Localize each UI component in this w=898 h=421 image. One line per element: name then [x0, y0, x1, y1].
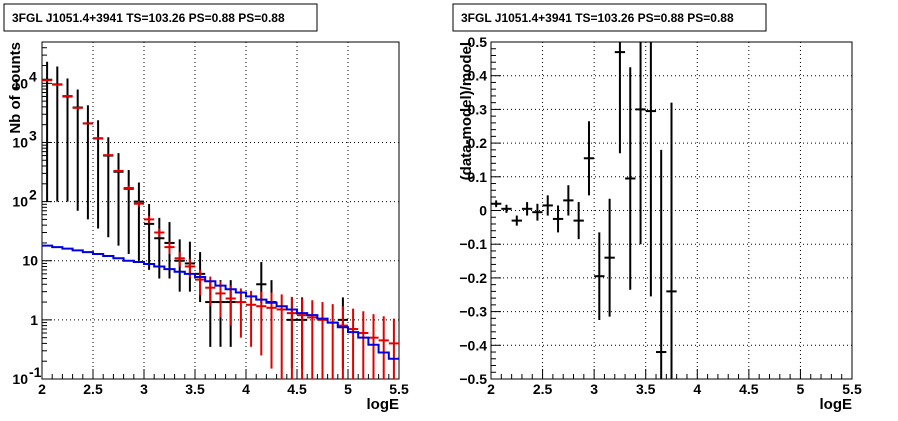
x-tick-label: 2	[487, 381, 495, 397]
x-tick-label: 3.5	[185, 381, 205, 397]
residual-title-box	[452, 3, 767, 32]
counts-y-axis-label: Nb of counts	[7, 42, 24, 134]
residual-y-axis-label: (data-model)/model	[458, 42, 475, 180]
x-tick-label: 2.5	[83, 381, 103, 397]
y-tick-label: −0.2	[459, 270, 487, 286]
y-tick-exponent: -1	[29, 364, 42, 380]
residual-ticks	[490, 41, 853, 380]
y-tick-label: 0.4	[468, 68, 488, 84]
y-tick-label: 0.1	[468, 169, 488, 185]
counts-marks	[42, 61, 399, 379]
x-tick-label: 3	[590, 381, 598, 397]
residual-x-axis-label: logE	[820, 396, 853, 413]
x-tick-label: 5.5	[389, 381, 409, 397]
x-tick-label: 4.5	[287, 381, 307, 397]
x-tick-label: 3	[140, 381, 148, 397]
residual-title: 3FGL J1051.4+3941 TS=103.26 PS=0.88 PS=0…	[461, 11, 734, 25]
y-tick-label: −0.5	[459, 371, 487, 387]
y-tick-label: 10	[12, 371, 28, 387]
x-tick-label: 5.5	[842, 381, 862, 397]
residual-tick-labels: 2 2.5 3 3.5 4 4.5 5 5.5 −0.5 −0.4 −0.3 −0.2 −0.1 0 0.1…	[459, 34, 862, 397]
x-tick-label: 2	[38, 381, 46, 397]
x-tick-label: 3.5	[636, 381, 656, 397]
y-tick-label: −0.3	[459, 304, 487, 320]
x-tick-label: 2.5	[533, 381, 553, 397]
x-tick-label: 4.5	[739, 381, 759, 397]
y-tick-label: 10	[22, 253, 38, 269]
y-tick-label: 10	[12, 194, 28, 210]
y-tick-label: 10	[12, 134, 28, 150]
counts-grid	[42, 42, 399, 379]
y-tick-exponent: 3	[29, 127, 37, 143]
y-tick-label: −0.1	[459, 236, 487, 252]
y-tick-label: 0.3	[468, 101, 488, 117]
y-tick-label: 10	[12, 75, 28, 91]
counts-title-box	[3, 3, 318, 32]
counts-x-axis-label: logE	[367, 396, 400, 413]
y-tick-exponent: 4	[29, 68, 37, 84]
x-tick-label: 5	[797, 381, 805, 397]
x-tick-label: 4	[693, 381, 701, 397]
y-tick-label: 1	[30, 312, 38, 328]
residual-panel: 2 2.5 3 3.5 4 4.5 5 5.5 −0.5 −0.4 −0.3 −0.2 −0.1 0 0.1…	[452, 3, 862, 413]
background-model-line	[42, 244, 399, 360]
x-tick-label: 5	[344, 381, 352, 397]
counts-title: 3FGL J1051.4+3941 TS=103.26 PS=0.88 PS=0…	[12, 11, 285, 25]
residual-marks	[491, 42, 677, 379]
x-tick-label: 4	[242, 381, 250, 397]
y-tick-label: −0.4	[459, 337, 487, 353]
y-tick-label: 0.5	[468, 34, 488, 50]
y-tick-label: 0.2	[468, 135, 488, 151]
y-tick-label: 0	[479, 203, 487, 219]
y-tick-exponent: 2	[29, 187, 37, 203]
